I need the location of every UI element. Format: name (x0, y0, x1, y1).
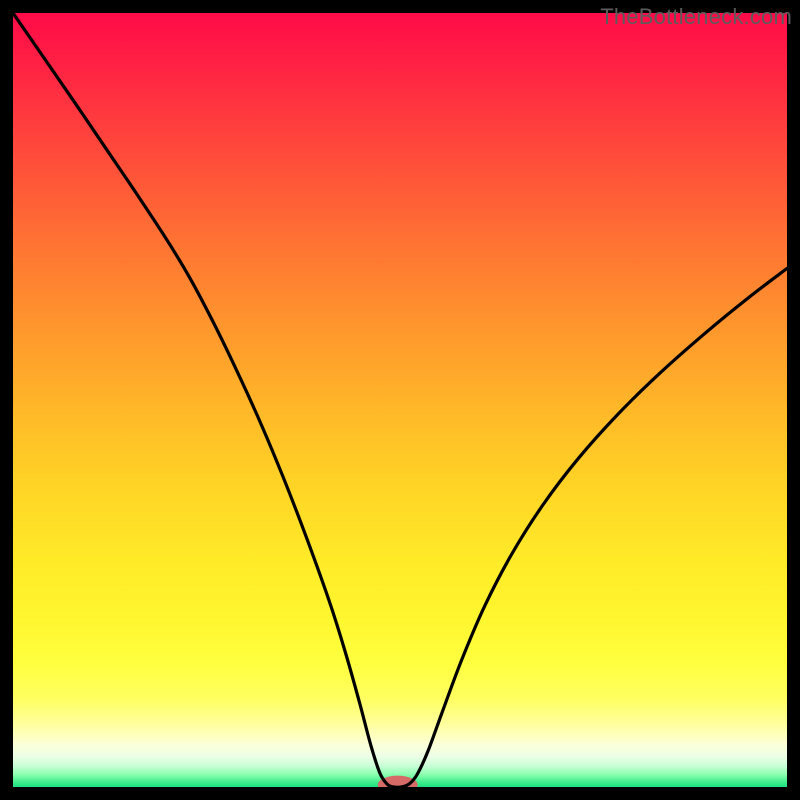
bottleneck-curve-chart (0, 0, 800, 800)
watermark-text: TheBottleneck.com (600, 4, 792, 30)
chart-container: TheBottleneck.com (0, 0, 800, 800)
plot-background (13, 13, 787, 787)
